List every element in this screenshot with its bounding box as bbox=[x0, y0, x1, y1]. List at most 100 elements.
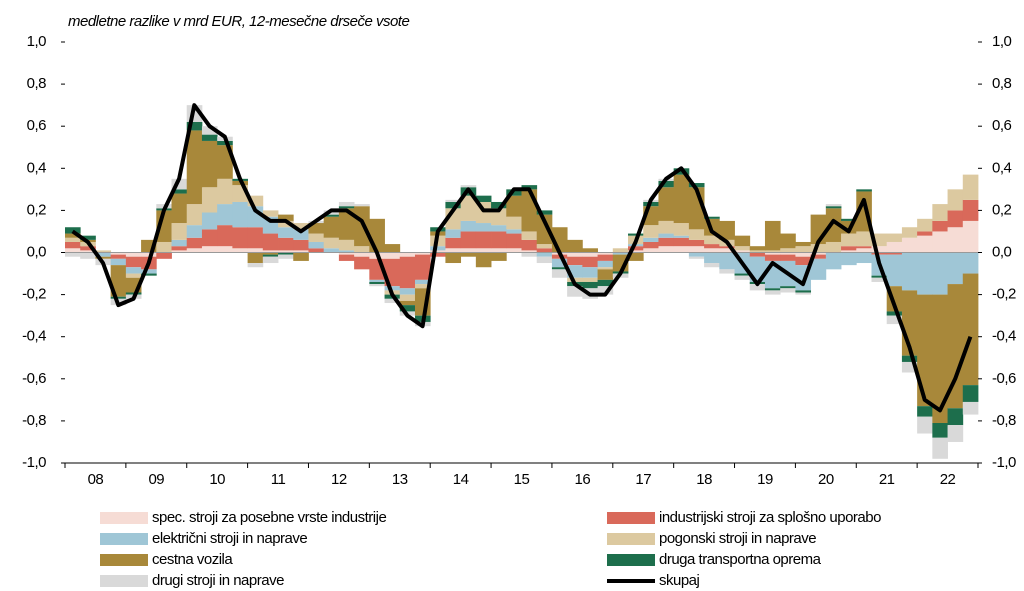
bar-segment bbox=[171, 250, 188, 253]
bar-segment bbox=[947, 210, 964, 228]
bar-segment bbox=[628, 246, 644, 251]
bar-segment bbox=[460, 220, 477, 232]
bar-segment bbox=[445, 201, 462, 209]
bar-segment bbox=[764, 220, 781, 251]
bar-segment bbox=[293, 223, 309, 230]
bar-segment bbox=[780, 248, 796, 253]
bar-segment bbox=[308, 248, 325, 253]
legend-label: električni stroji in naprave bbox=[152, 530, 307, 547]
bar-segment bbox=[795, 290, 812, 293]
bar-segment bbox=[186, 130, 203, 205]
bar-segment bbox=[825, 252, 842, 270]
bar-segment bbox=[262, 256, 279, 264]
bar-segment bbox=[628, 250, 644, 253]
bar-segment bbox=[430, 250, 446, 253]
bar-segment bbox=[460, 185, 477, 188]
bar-segment bbox=[156, 241, 172, 253]
bar-segment bbox=[582, 277, 598, 282]
bar-segment bbox=[232, 227, 248, 249]
bar-segment bbox=[658, 233, 675, 238]
bar-segment bbox=[125, 273, 142, 278]
bar-segment bbox=[597, 252, 614, 255]
bar-segment bbox=[643, 248, 659, 253]
bar-segment bbox=[871, 252, 888, 255]
bar-segment bbox=[628, 252, 644, 261]
bar-segment bbox=[795, 256, 812, 266]
bar-segment bbox=[186, 237, 203, 249]
bar-segment bbox=[917, 416, 933, 434]
bar-segment bbox=[673, 246, 690, 253]
bar-segment bbox=[734, 246, 751, 251]
bar-segment bbox=[201, 187, 218, 213]
bar-segment bbox=[536, 244, 553, 249]
bar-segment bbox=[491, 248, 507, 253]
bar-segment bbox=[628, 233, 644, 236]
bar-segment bbox=[871, 275, 888, 278]
bar-segment bbox=[171, 223, 188, 240]
bar-segment bbox=[810, 252, 827, 255]
bar-segment bbox=[338, 250, 355, 253]
bar-segment bbox=[262, 210, 279, 217]
y-tick-label: -0,2 bbox=[22, 286, 46, 303]
bar-segment bbox=[65, 233, 81, 238]
bar-segment bbox=[764, 252, 781, 255]
legend-swatch bbox=[607, 512, 655, 524]
bar-segment bbox=[125, 252, 142, 257]
bar-segment bbox=[917, 406, 933, 417]
bar-segment bbox=[445, 229, 462, 238]
bar-segment bbox=[232, 201, 248, 228]
bar-segment bbox=[369, 281, 385, 285]
legend-swatch bbox=[100, 512, 148, 524]
bar-segment bbox=[719, 220, 735, 240]
bar-segment bbox=[947, 227, 964, 253]
bar-segment bbox=[338, 254, 355, 261]
bar-segment bbox=[171, 239, 188, 247]
bar-segment bbox=[795, 246, 812, 253]
bar-segment bbox=[780, 252, 796, 255]
y2-tick-label: -0,6 bbox=[992, 370, 1016, 387]
bar-segment bbox=[704, 244, 720, 249]
bar-segment bbox=[338, 252, 355, 255]
bar-segment bbox=[491, 252, 507, 261]
bar-segment bbox=[186, 225, 203, 238]
bar-segment bbox=[460, 252, 477, 257]
x-tick-label: 22 bbox=[940, 471, 956, 488]
x-tick-label: 15 bbox=[514, 471, 530, 488]
bar-segment bbox=[217, 225, 233, 247]
bar-segment bbox=[201, 134, 218, 141]
bar-segment bbox=[536, 256, 553, 264]
legend-label: spec. stroji za posebne vrste industrije bbox=[152, 509, 386, 526]
bar-segment bbox=[841, 246, 857, 251]
bar-segment bbox=[262, 250, 279, 253]
bar-segment bbox=[460, 231, 477, 249]
bar-segment bbox=[80, 235, 96, 240]
bar-segment bbox=[734, 275, 751, 280]
bar-segment bbox=[491, 201, 507, 209]
bar-segment bbox=[856, 248, 872, 253]
bar-segment bbox=[825, 208, 842, 242]
bar-segment bbox=[338, 201, 355, 207]
bar-segment bbox=[871, 277, 888, 282]
bar-segment bbox=[293, 250, 309, 253]
legend-label: skupaj bbox=[659, 572, 700, 589]
bar-segment bbox=[506, 248, 522, 253]
bar-segment bbox=[308, 241, 325, 249]
bar-segment bbox=[764, 290, 781, 295]
bar-segment bbox=[734, 250, 751, 253]
bar-segment bbox=[460, 195, 477, 221]
bar-segment bbox=[414, 284, 431, 289]
bar-segment bbox=[217, 246, 233, 253]
x-tick-label: 17 bbox=[635, 471, 651, 488]
bar-segment bbox=[810, 244, 827, 253]
bar-segment bbox=[293, 252, 309, 261]
bar-segment bbox=[764, 288, 781, 291]
legend-swatch bbox=[100, 533, 148, 545]
bar-segment bbox=[354, 204, 370, 207]
bar-segment bbox=[506, 189, 522, 196]
legend-label: drugi stroji in naprave bbox=[152, 572, 284, 589]
bar-segment bbox=[597, 267, 614, 270]
bar-segment bbox=[430, 246, 446, 251]
bar-segment bbox=[247, 227, 264, 249]
bar-segment bbox=[688, 252, 705, 257]
